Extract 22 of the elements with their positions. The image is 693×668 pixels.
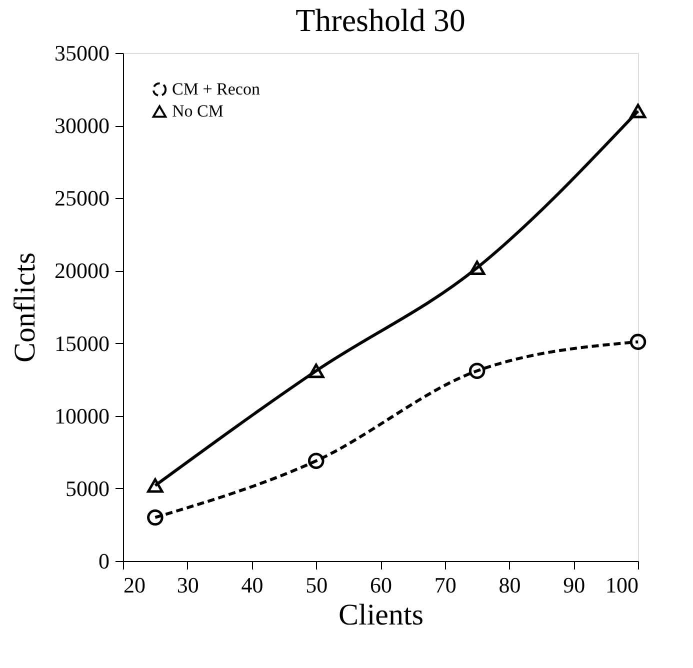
x-axis-title: Clients xyxy=(338,598,424,632)
y-tick-label: 10000 xyxy=(54,403,110,428)
y-tick-label: 5000 xyxy=(66,476,110,501)
chart-title: Threshold 30 xyxy=(296,2,466,38)
x-tick-label: 50 xyxy=(306,572,328,598)
x-tick-label: 20 xyxy=(124,572,146,598)
x-tick-label: 100 xyxy=(606,572,638,598)
x-tick-label: 80 xyxy=(498,572,521,598)
x-tick-label: 60 xyxy=(370,572,392,598)
x-tick-label: 90 xyxy=(563,572,586,598)
y-tick-label: 25000 xyxy=(54,186,110,211)
x-tick-label: 40 xyxy=(241,572,264,598)
legend-label: CM + Recon xyxy=(172,80,260,98)
y-tick-label: 35000 xyxy=(54,40,110,66)
y-tick-label: 20000 xyxy=(54,258,110,284)
y-tick-label: 15000 xyxy=(54,330,110,356)
y-axis-title: Conflicts xyxy=(8,252,42,362)
x-tick-label: 30 xyxy=(176,572,199,598)
legend-label: No CM xyxy=(172,102,224,120)
y-tick-label: 30000 xyxy=(54,113,110,138)
y-tick-label: 0 xyxy=(98,548,110,574)
x-tick-label: 70 xyxy=(434,572,456,598)
